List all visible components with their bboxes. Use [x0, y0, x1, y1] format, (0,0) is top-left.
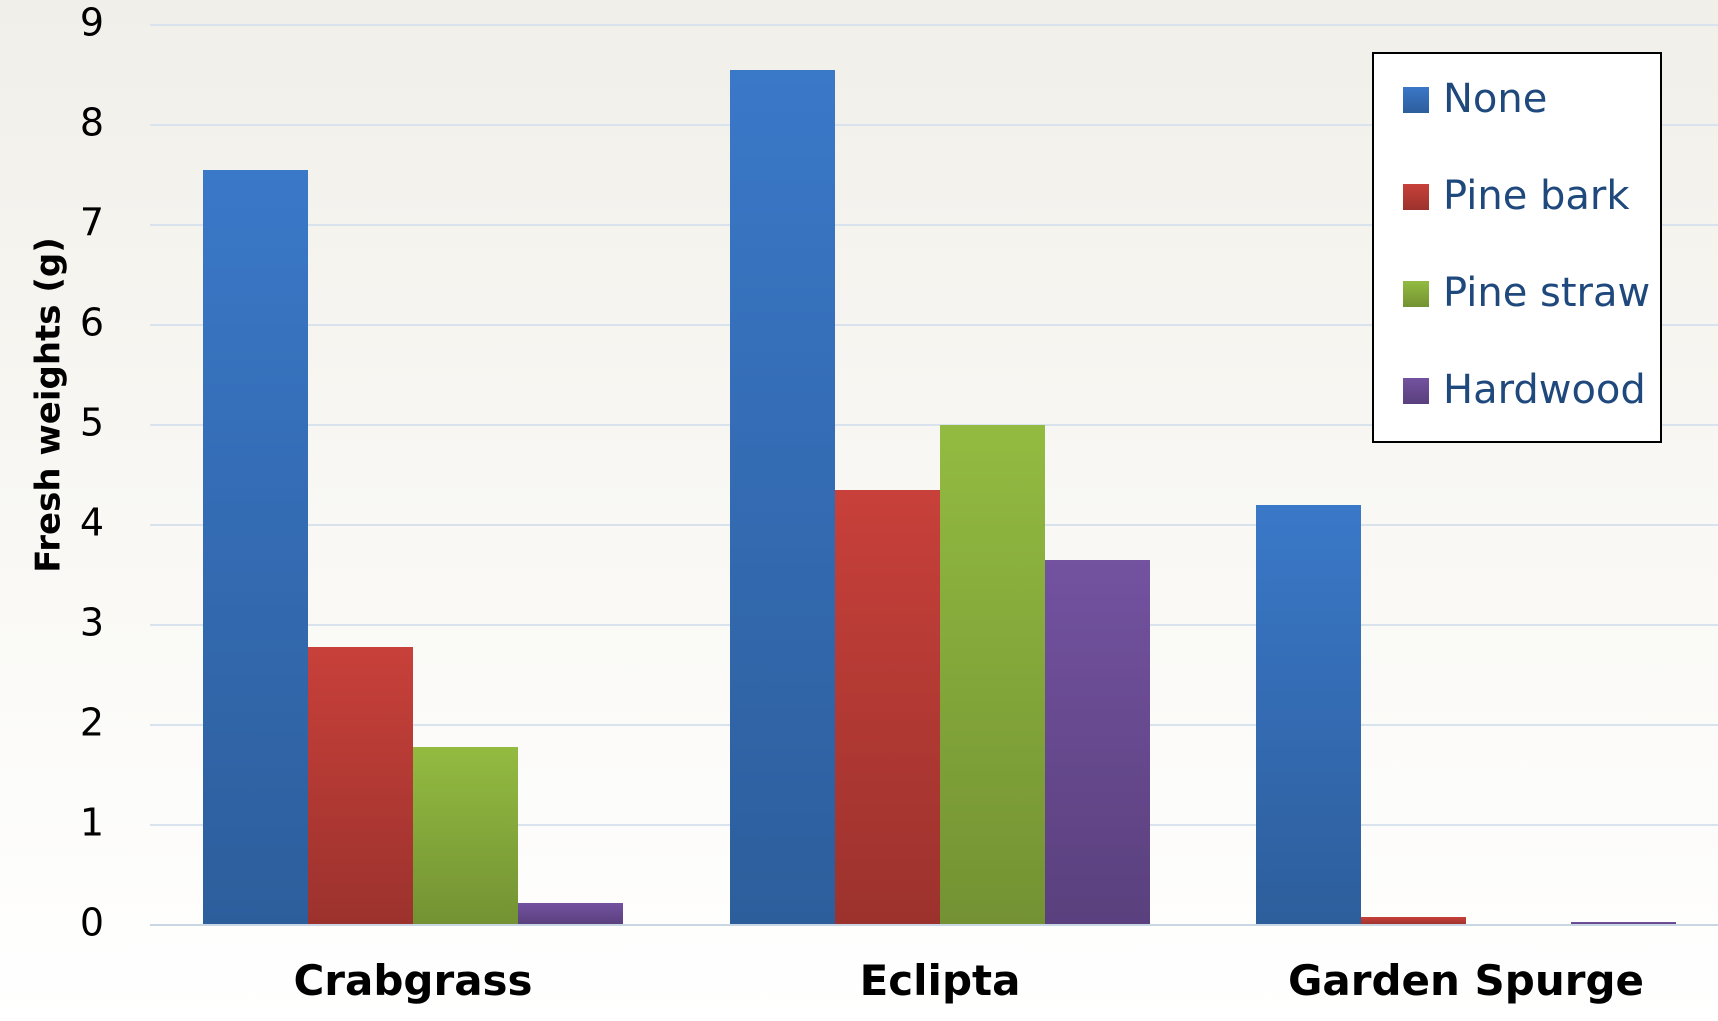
bar-none-crabgrass	[203, 170, 308, 925]
bar-none-garden-spurge	[1256, 505, 1361, 925]
legend-label: None	[1443, 76, 1547, 122]
bar-hardwood-crabgrass	[518, 903, 623, 925]
y-tick-label: 6	[80, 301, 104, 345]
bar-pine-bark-eclipta	[835, 490, 940, 925]
y-tick-label: 9	[80, 1, 104, 45]
bar-hardwood-garden-spurge	[1571, 922, 1676, 925]
bar-none-eclipta	[730, 70, 835, 925]
legend: None Pine bark Pine straw Hardwood	[1372, 52, 1662, 443]
x-category-label: Garden Spurge	[1288, 956, 1644, 1005]
y-tick-label: 7	[80, 201, 104, 245]
y-tick-label: 8	[80, 101, 104, 145]
legend-swatch	[1403, 378, 1429, 404]
y-axis-ticks: 0 1 2 3 4 5 6 7 8 9	[80, 1, 104, 945]
x-category-label: Eclipta	[860, 956, 1021, 1005]
legend-label: Pine bark	[1443, 173, 1630, 219]
bar-pine-straw-eclipta	[940, 425, 1045, 925]
legend-box	[1372, 52, 1662, 443]
legend-label: Pine straw	[1443, 270, 1650, 316]
bar-pine-straw-crabgrass	[413, 747, 518, 925]
y-tick-label: 4	[80, 501, 104, 545]
legend-swatch	[1403, 184, 1429, 210]
x-axis-categories: Crabgrass Eclipta Garden Spurge	[293, 956, 1644, 1005]
x-category-label: Crabgrass	[293, 956, 532, 1005]
legend-swatch	[1403, 87, 1429, 113]
bars	[203, 70, 1676, 925]
legend-swatch	[1403, 281, 1429, 307]
y-tick-label: 2	[80, 701, 104, 745]
bar-pine-bark-crabgrass	[308, 647, 413, 925]
y-tick-label: 1	[80, 801, 104, 845]
bar-hardwood-eclipta	[1045, 560, 1150, 925]
bar-pine-bark-garden-spurge	[1361, 917, 1466, 925]
legend-label: Hardwood	[1443, 367, 1646, 413]
y-axis-label: Fresh weights (g)	[29, 237, 69, 573]
y-tick-label: 5	[80, 401, 104, 445]
y-tick-label: 0	[80, 901, 104, 945]
y-tick-label: 3	[80, 601, 104, 645]
